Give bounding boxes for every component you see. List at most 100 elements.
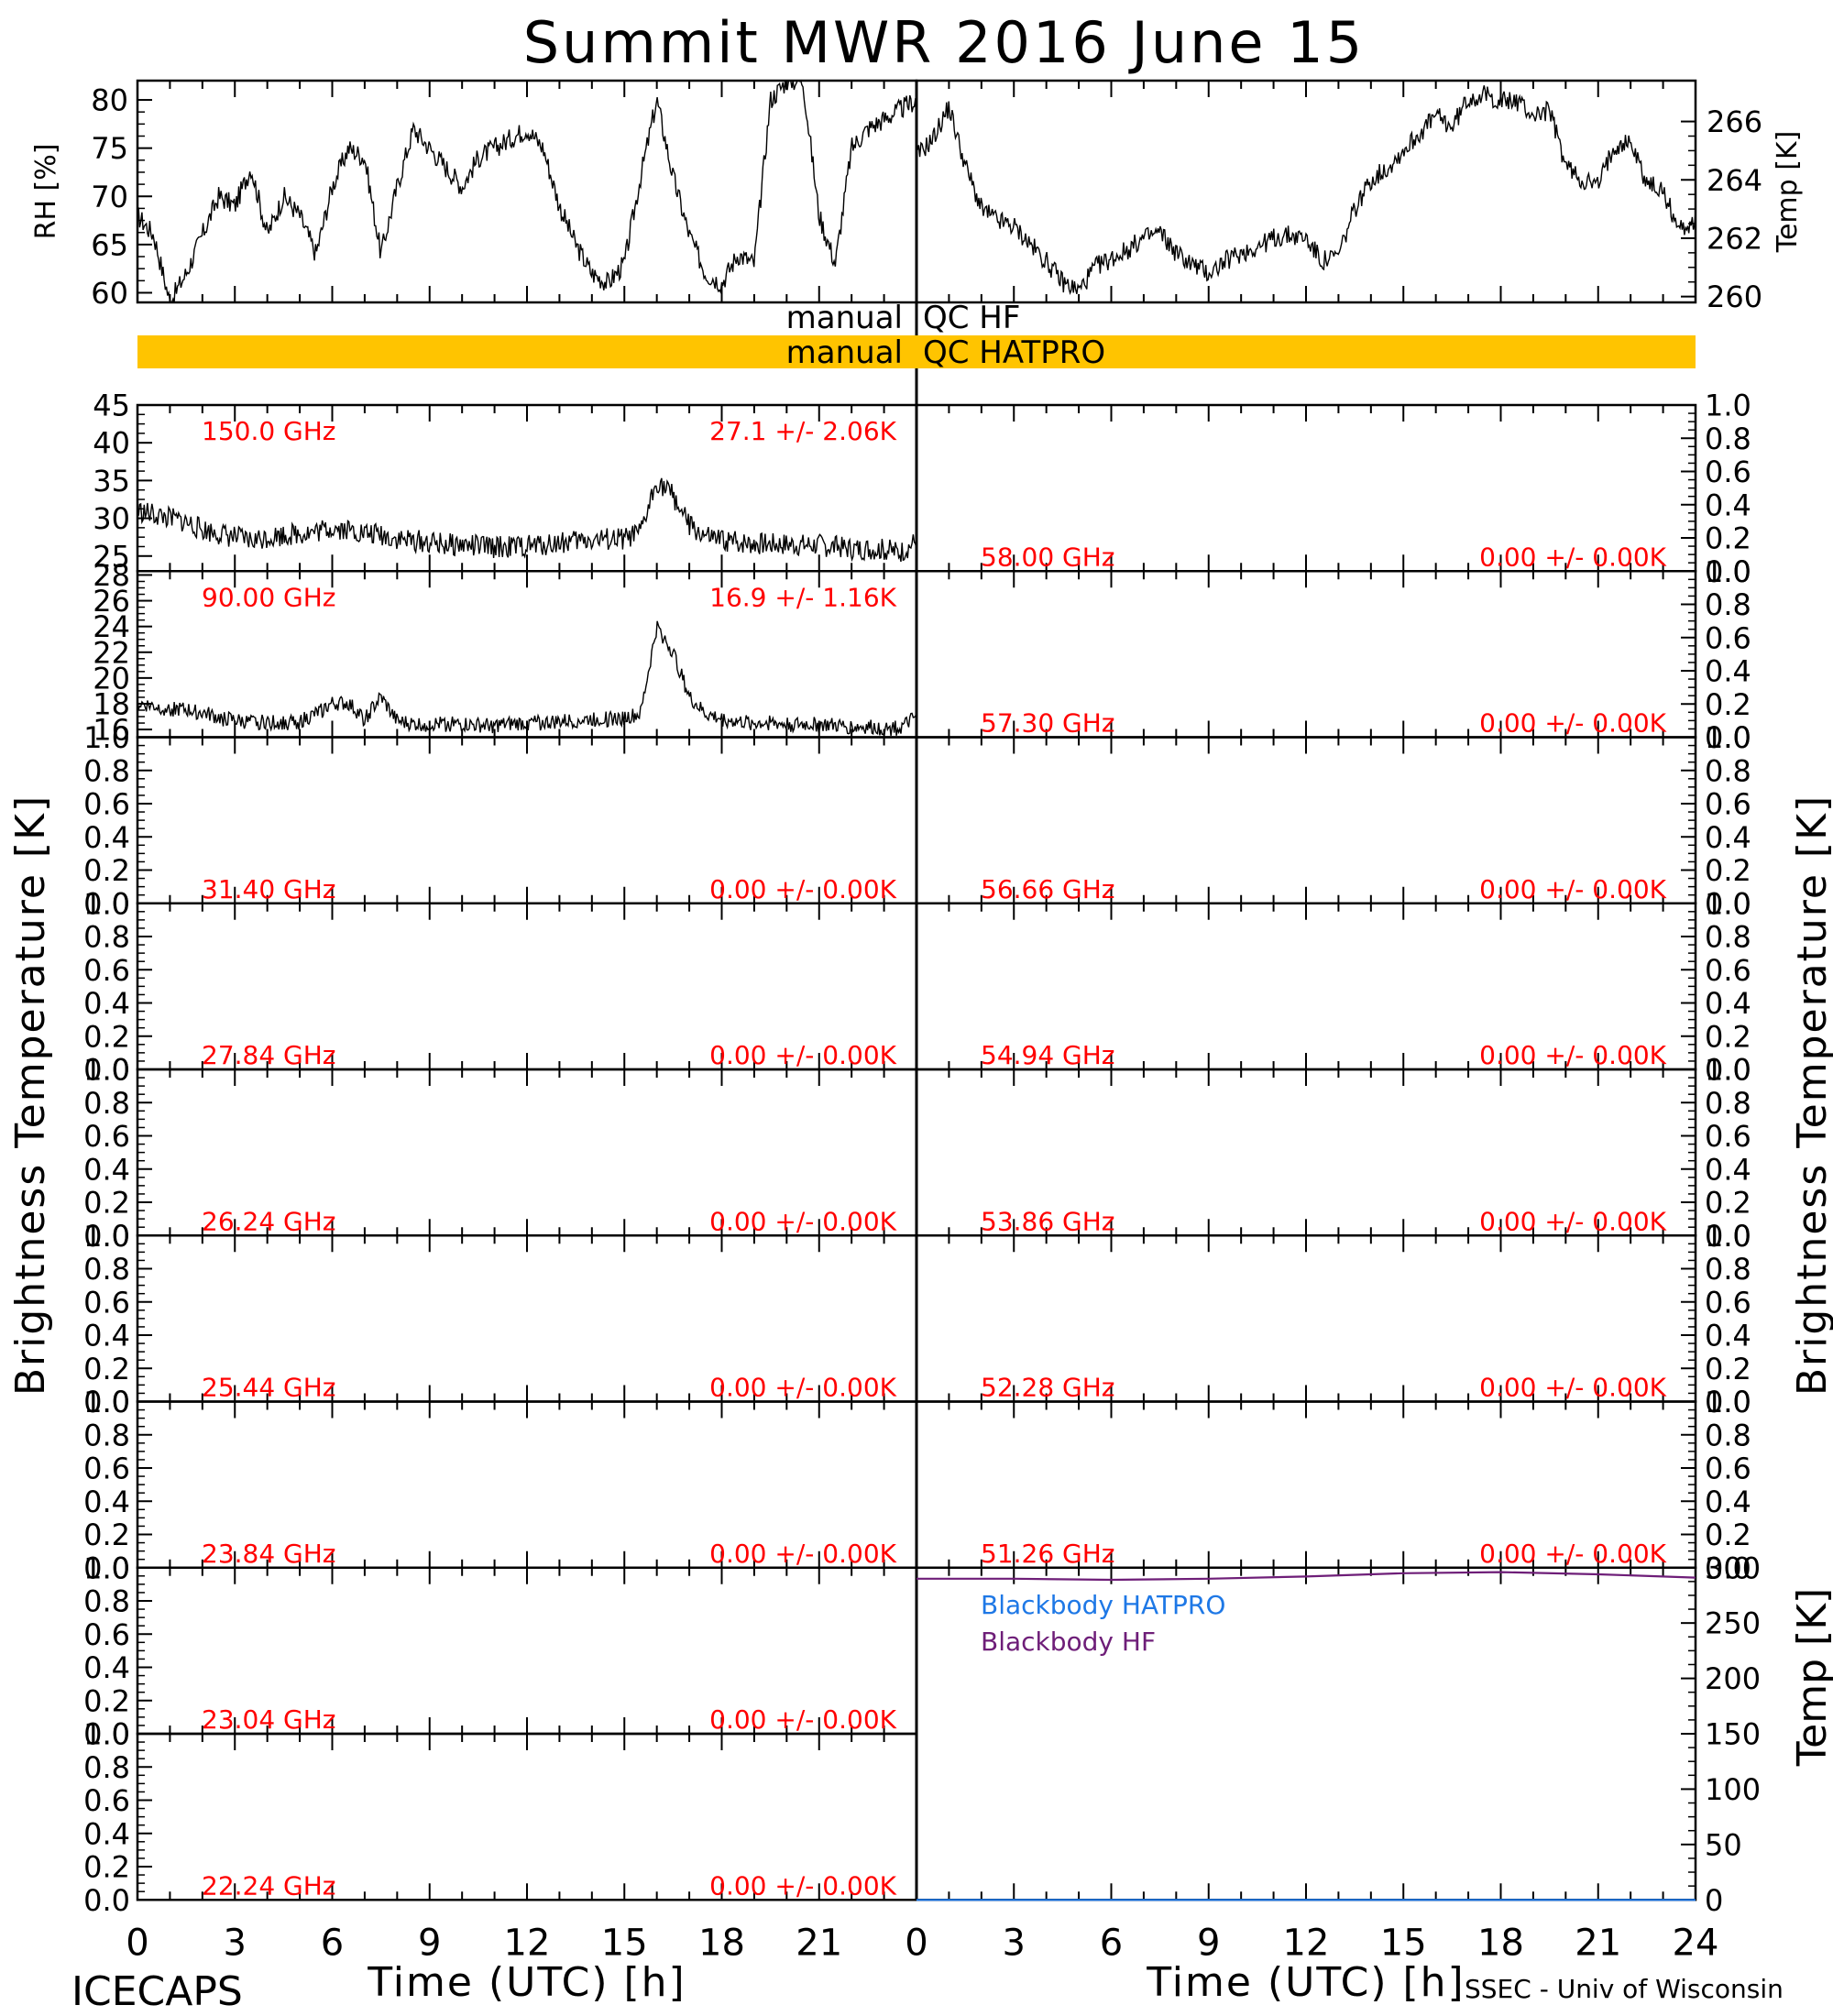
y-tick-label: 0.0 [1705, 1550, 1751, 1585]
y-tick-label: 0.6 [83, 953, 130, 988]
y-tick-label: 0.2 [83, 853, 130, 888]
y-tick-label: 262 [1707, 221, 1762, 256]
x-tick-label: 12 [504, 1922, 551, 1964]
y-tick-label: 0.8 [1705, 753, 1751, 788]
channel-stat: 0.00 +/- 0.00K [709, 874, 896, 904]
y-tick-label: 0.0 [1705, 1053, 1751, 1088]
panel-23-04-GHz: 0.00.20.40.60.81.023.04 GHz 0.00 +/- 0.00… [83, 1550, 918, 1752]
footer-left: ICECAPS [71, 1968, 243, 2015]
y-tick-label: 1.0 [1705, 720, 1751, 755]
y-tick-label: 0.6 [83, 1452, 130, 1486]
x-tick-label: 15 [1380, 1922, 1427, 1964]
y-tick-label: 1.0 [83, 1385, 130, 1419]
panel-26-24-GHz: 0.00.20.40.60.81.026.24 GHz 0.00 +/- 0.00… [83, 1053, 918, 1254]
y-tick-label: 100 [1705, 1772, 1761, 1807]
y-tick-label: 0.2 [83, 1850, 130, 1885]
y-tick-label: 0.6 [83, 1617, 130, 1652]
y-tick-label: 0.4 [83, 1816, 130, 1851]
y-tick-label: 80 [91, 83, 128, 118]
y-tick-label: 0.8 [83, 1086, 130, 1121]
y-tick-label: 0.4 [83, 1319, 130, 1353]
y-tick-label: 0.2 [1705, 521, 1751, 556]
y-tick-label: 1.0 [83, 1219, 130, 1254]
channel-label: 57.30 GHz [981, 708, 1115, 739]
temp-ylabel: Temp [K] [1772, 131, 1804, 254]
channel-label: 26.24 GHz [202, 1206, 336, 1236]
channel-stat: 0.00 +/- 0.00K [709, 1539, 896, 1569]
y-tick-label: 0.2 [1705, 1186, 1751, 1221]
y-tick-label: 0.6 [83, 1285, 130, 1320]
channel-stat: 0.00 +/- 0.00K [709, 1040, 896, 1070]
y-tick-label: 0.2 [83, 1352, 130, 1386]
x-tick-label: 3 [224, 1922, 247, 1964]
y-tick-label: 0.0 [1705, 554, 1751, 589]
panel-frame [915, 79, 1697, 304]
y-tick-label: 0.4 [1705, 986, 1751, 1021]
y-tick-label: 0.6 [1705, 787, 1751, 822]
x-tick-label: 9 [1197, 1922, 1220, 1964]
xlabel-right: Time (UTC) [h] [1146, 1959, 1465, 2006]
y-tick-label: 0.6 [83, 1783, 130, 1818]
y-tick-label: 0.4 [1705, 488, 1751, 522]
y-tick-label: 0.8 [1705, 1252, 1751, 1287]
y-tick-label: 0.4 [1705, 1319, 1751, 1353]
series-line [916, 85, 1696, 296]
y-tick-label: 250 [1705, 1606, 1761, 1641]
panel-22-24-GHz: 0.00.20.40.60.81.022.24 GHz 0.00 +/- 0.00… [83, 1717, 918, 1918]
y-tick-label: 0.4 [83, 1650, 130, 1685]
y-tick-label: 1.0 [83, 1550, 130, 1585]
channel-stat: 0.00 +/- 0.00K [1479, 1539, 1666, 1569]
y-tick-label: 300 [1705, 1550, 1761, 1585]
y-tick-label: 0.0 [83, 1717, 130, 1752]
y-tick-label: 0.0 [83, 1385, 130, 1419]
y-tick-label: 1.0 [83, 1717, 130, 1752]
channel-stat: 0.00 +/- 0.00K [709, 1206, 896, 1236]
legend-entry: Blackbody HF [981, 1627, 1156, 1657]
panel-52-28-GHz: 0.00.20.40.60.81.052.28 GHz 0.00 +/- 0.00… [915, 1219, 1751, 1419]
y-tick-label: 0.2 [83, 1186, 130, 1221]
y-tick-label: 0.4 [1705, 1485, 1751, 1519]
xlabel-left: Time (UTC) [h] [367, 1959, 686, 2006]
y-tick-label: 0.8 [83, 920, 130, 955]
x-tick-label: 6 [321, 1922, 344, 1964]
y-tick-label: 65 [91, 227, 128, 262]
channel-stat: 0.00 +/- 0.00K [709, 1870, 896, 1901]
panel-57-30-GHz: 0.00.20.40.60.81.057.30 GHz 0.00 +/- 0.00… [915, 554, 1751, 755]
legend-entry: Blackbody HATPRO [981, 1590, 1225, 1620]
y-tick-label: 0.6 [83, 787, 130, 822]
y-tick-label: 0.6 [1705, 455, 1751, 489]
panel-56-66-GHz: 0.00.20.40.60.81.056.66 GHz 0.00 +/- 0.00… [915, 720, 1751, 921]
y-tick-label: 0.8 [83, 1750, 130, 1785]
y-tick-label: 0.0 [1705, 886, 1751, 921]
y-tick-label: 0.8 [83, 1418, 130, 1452]
x-tick-label: 21 [1575, 1922, 1621, 1964]
y-tick-label: 0.0 [83, 1219, 130, 1254]
channel-label: 23.84 GHz [202, 1539, 336, 1569]
x-tick-label: 18 [1477, 1922, 1524, 1964]
y-tick-label: 1.0 [1705, 1053, 1751, 1088]
y-tick-label: 22 [93, 635, 130, 670]
y-tick-label: 0.8 [1705, 1418, 1751, 1452]
y-tick-label: 1.0 [1705, 554, 1751, 589]
y-tick-label: 0.8 [83, 753, 130, 788]
channel-label: 58.00 GHz [981, 542, 1115, 572]
channel-label: 90.00 GHz [202, 582, 336, 612]
channel-stat: 0.00 +/- 0.00K [1479, 542, 1666, 572]
y-tick-label: 0.4 [83, 1485, 130, 1519]
channel-label: 56.66 GHz [981, 874, 1115, 904]
y-tick-label: 0.4 [1705, 654, 1751, 689]
y-tick-label: 18 [93, 686, 130, 721]
channel-stat: 16.9 +/- 1.16K [709, 582, 896, 612]
y-tick-label: 75 [91, 131, 128, 166]
channel-stat: 0.00 +/- 0.00K [1479, 874, 1666, 904]
x-tick-label: 0 [905, 1922, 927, 1964]
y-tick-label: 20 [93, 661, 130, 696]
y-tick-label: 150 [1705, 1717, 1761, 1752]
figure-title: Summit MWR 2016 June 15 [523, 9, 1365, 76]
x-tick-label: 6 [1100, 1922, 1123, 1964]
series-line [137, 620, 917, 738]
y-tick-label: 260 [1707, 279, 1762, 314]
